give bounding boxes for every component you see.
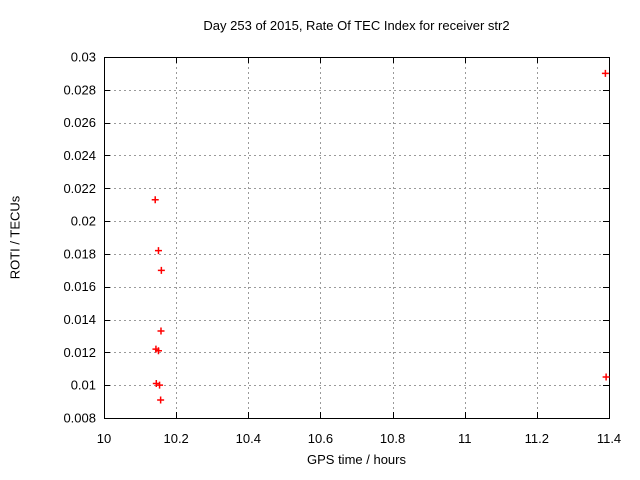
y-tick-label: 0.016 [63, 279, 96, 294]
y-tick-label: 0.03 [71, 50, 96, 65]
data-point-marker [156, 381, 164, 389]
x-tick-label: 11.2 [525, 431, 549, 446]
data-point-marker [157, 266, 165, 274]
y-tick-label: 0.018 [63, 246, 96, 261]
y-tick-label: 0.02 [71, 214, 96, 229]
y-tick-label: 0.012 [63, 345, 96, 360]
x-axis-label: GPS time / hours [307, 452, 406, 467]
y-tick-label: 0.028 [63, 82, 96, 97]
x-tick-label: 10.6 [308, 431, 333, 446]
data-point-marker [601, 69, 609, 77]
x-tick-label: 11 [458, 431, 472, 446]
y-tick-label: 0.014 [63, 312, 96, 327]
plot-border [104, 57, 610, 419]
data-point-marker [157, 396, 165, 404]
y-tick-label: 0.022 [63, 181, 96, 196]
y-tick-label: 0.01 [71, 378, 96, 393]
x-tick-label: 11.4 [597, 431, 621, 446]
data-point-marker [602, 373, 610, 381]
y-tick-label: 0.024 [63, 148, 96, 163]
data-point-marker [154, 347, 162, 355]
x-tick-label: 10.4 [236, 431, 261, 446]
data-point-marker [152, 380, 160, 388]
x-tick-label: 10.8 [380, 431, 405, 446]
data-point-marker [151, 196, 159, 204]
x-tick-label: 10.2 [163, 431, 188, 446]
y-tick-label: 0.026 [63, 115, 96, 130]
chart-title: Day 253 of 2015, Rate Of TEC Index for r… [203, 18, 510, 33]
data-point-marker [154, 247, 162, 255]
y-tick-label: 0.008 [63, 411, 96, 426]
data-point-marker [157, 327, 165, 335]
x-tick-label: 10 [97, 431, 111, 446]
